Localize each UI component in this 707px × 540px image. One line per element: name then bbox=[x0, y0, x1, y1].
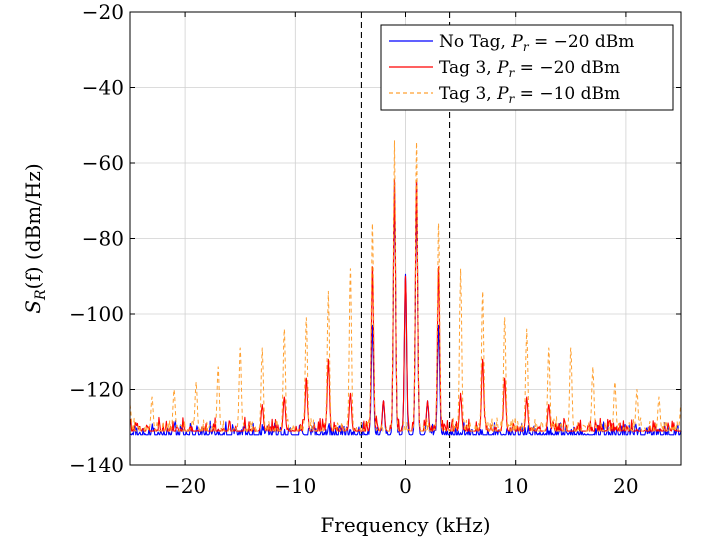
x-tick-label: 10 bbox=[503, 474, 528, 498]
legend-label: No Tag, Pr = −20 dBm bbox=[439, 32, 634, 54]
axis-ticks: −20 −10 0 10 20−140−120−100−80−60−40−20 bbox=[69, 0, 681, 498]
y-tick-label: −100 bbox=[69, 302, 124, 326]
legend-label: Tag 3, Pr = −10 dBm bbox=[439, 84, 620, 106]
x-tick-label: 0 bbox=[399, 474, 412, 498]
series-line-3 bbox=[129, 139, 682, 432]
x-tick-label: −20 bbox=[164, 474, 206, 498]
y-label-subscript: R bbox=[33, 289, 49, 301]
y-tick-label: −120 bbox=[69, 378, 124, 402]
x-tick-label: 20 bbox=[613, 474, 638, 498]
y-tick-label: −80 bbox=[82, 227, 124, 251]
y-tick-label: −140 bbox=[69, 453, 124, 477]
y-axis-label: SR(f) (dBm/Hz) bbox=[21, 163, 49, 313]
y-label-symbol: S bbox=[21, 300, 45, 314]
series-line-1 bbox=[129, 179, 682, 436]
legend-label: Tag 3, Pr = −20 dBm bbox=[439, 58, 620, 80]
y-tick-label: −40 bbox=[82, 76, 124, 100]
x-tick-label: −10 bbox=[274, 474, 316, 498]
legend: No Tag, Pr = −20 dBm Tag 3, Pr = −20 dBm T… bbox=[380, 24, 674, 111]
series-lines bbox=[129, 139, 682, 436]
y-label-rest: (f) (dBm/Hz) bbox=[21, 163, 45, 289]
y-tick-label: −20 bbox=[82, 0, 124, 24]
x-axis-label: Frequency (kHz) bbox=[320, 513, 490, 537]
y-tick-label: −60 bbox=[82, 151, 124, 175]
series-line-2 bbox=[129, 179, 682, 432]
